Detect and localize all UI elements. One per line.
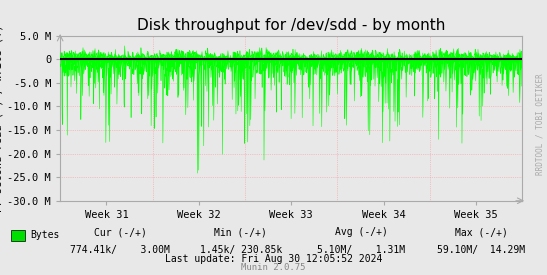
- Text: 1.45k/ 230.85k: 1.45k/ 230.85k: [200, 245, 282, 255]
- Text: 774.41k/    3.00M: 774.41k/ 3.00M: [71, 245, 170, 255]
- Text: Cur (-/+): Cur (-/+): [94, 227, 147, 237]
- Text: Avg (-/+): Avg (-/+): [335, 227, 387, 237]
- Text: 5.10M/    1.31M: 5.10M/ 1.31M: [317, 245, 405, 255]
- Y-axis label: Pr second read (-) / write (+): Pr second read (-) / write (+): [0, 24, 3, 212]
- Text: Bytes: Bytes: [30, 230, 60, 240]
- Title: Disk throughput for /dev/sdd - by month: Disk throughput for /dev/sdd - by month: [137, 18, 445, 33]
- Text: Min (-/+): Min (-/+): [214, 227, 267, 237]
- Text: Munin 2.0.75: Munin 2.0.75: [241, 263, 306, 272]
- Text: Last update: Fri Aug 30 12:05:52 2024: Last update: Fri Aug 30 12:05:52 2024: [165, 254, 382, 263]
- Text: 59.10M/  14.29M: 59.10M/ 14.29M: [437, 245, 526, 255]
- Text: RRDTOOL / TOBI OETIKER: RRDTOOL / TOBI OETIKER: [536, 73, 544, 175]
- Text: Max (-/+): Max (-/+): [455, 227, 508, 237]
